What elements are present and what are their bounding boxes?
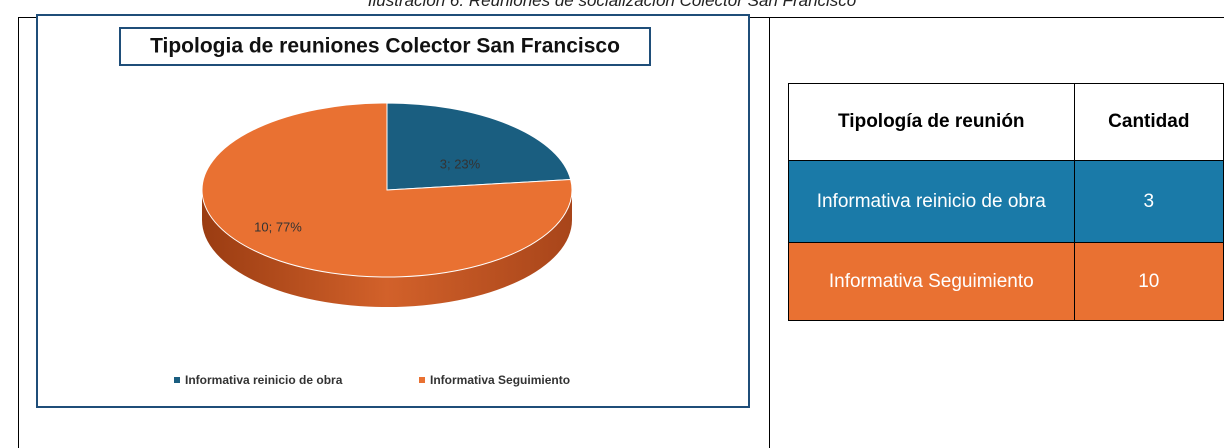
pie-side [202, 190, 572, 307]
pie-slice [386, 102, 572, 191]
table-header-cell: Tipología de reunión [788, 83, 1075, 161]
chart: Tipologia de reuniones Colector San Fran… [36, 14, 750, 408]
table-header: Tipología de reunión Cantidad [788, 83, 1224, 161]
table-row: Informativa Seguimiento 10 [788, 242, 1224, 321]
table-cell: Informativa Seguimiento [788, 242, 1075, 321]
chart-title: Tipologia de reuniones Colector San Fran… [150, 35, 620, 58]
data-label: 3; 23% [440, 156, 481, 171]
table: Tipología de reunión Cantidad Informativ… [788, 83, 1224, 321]
legend-swatch [174, 377, 180, 383]
legend-label: Informativa Seguimiento [430, 373, 570, 387]
layout-cell [769, 17, 1224, 448]
table-row: Informativa reinicio de obra 3 [788, 160, 1224, 243]
legend-swatch [419, 377, 425, 383]
title-box [119, 27, 651, 66]
table-cell: Informativa reinicio de obra [788, 160, 1075, 243]
pie-slice [201, 102, 573, 278]
data-label: 10; 77% [254, 219, 302, 234]
legend-label: Informativa reinicio de obra [185, 373, 343, 387]
table-cell: 3 [1073, 160, 1224, 243]
table-header-cell: Cantidad [1073, 83, 1224, 161]
table-cell: 10 [1073, 242, 1224, 321]
caption: Ilustración 6. Reuniones de socializació… [367, 0, 857, 10]
